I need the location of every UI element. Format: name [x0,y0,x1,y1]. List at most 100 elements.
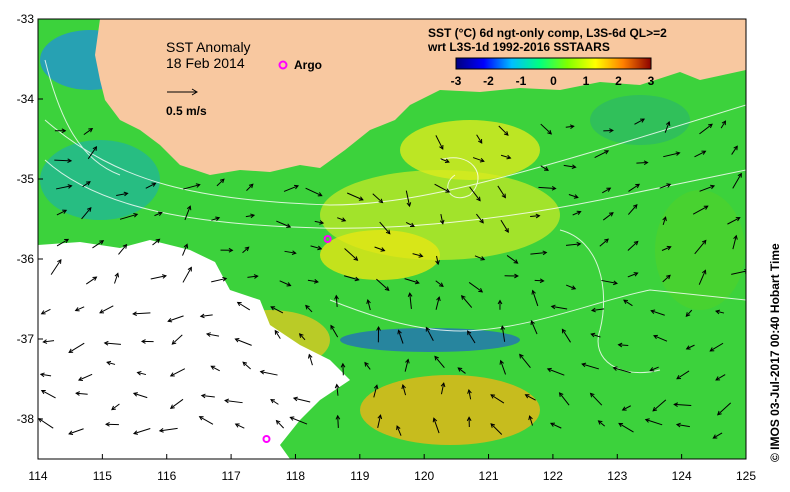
velocity-arrow [662,216,667,226]
velocity-arrow [540,123,553,135]
velocity-arrow [40,389,56,399]
velocity-arrow [636,160,649,166]
y-axis: -33 -34 -35 -36 -37 -38 [17,12,43,426]
velocity-arrow [565,124,575,130]
velocity-arrow [716,402,732,416]
velocity-arrow [618,422,634,433]
velocity-arrow [498,125,509,136]
velocity-arrow [617,342,629,348]
velocity-arrow [405,190,412,208]
velocity-arrow [270,398,279,405]
y-tick-label: -38 [17,412,35,426]
velocity-arrow [653,334,668,342]
velocity-arrow [216,178,225,187]
velocity-arrow [457,367,466,374]
velocity-arrow [344,275,360,282]
velocity-arrow [154,211,163,217]
velocity-arrow [634,118,646,125]
velocity-arrow [405,221,415,228]
velocity-arrow [476,134,483,144]
velocity-arrow [530,213,541,219]
velocity-arrow [694,150,707,158]
velocity-arrow [152,238,161,246]
velocity-arrow [530,320,538,335]
velocity-arrow [279,280,292,287]
velocity-arrow [200,393,215,399]
velocity-arrow [530,250,548,256]
velocity-arrow [105,421,119,427]
velocity-arrow [709,342,724,352]
velocity-arrow [346,192,364,201]
velocity-arrow [54,158,73,164]
velocity-arrow [663,151,681,158]
velocity-scale: 0.5 m/s [166,88,207,118]
credit-text: © IMOS 03-Jul-2017 00:40 Hobart Time [768,243,782,462]
velocity-arrow [372,193,384,204]
velocity-arrow [715,374,726,381]
velocity-arrow [685,344,695,350]
velocity-arrow [565,284,577,290]
colorbar-tick-label: -2 [483,74,494,88]
velocity-arrow [275,419,285,429]
x-axis: 114 115 116 117 118 119 120 121 122 123 124 125 [28,454,756,483]
velocity-arrow [602,212,614,221]
no-data-region [38,245,175,459]
colorbar-tick-label: 1 [583,74,590,88]
velocity-arrow [140,339,154,344]
velocity-arrows [38,118,746,439]
x-tick-label: 117 [222,469,241,483]
argo-float-marker [323,235,332,243]
x-tick-label: 116 [157,469,176,483]
velocity-arrow [210,365,220,372]
velocity-arrow [182,266,192,283]
velocity-arrow [56,238,70,247]
velocity-arrow [136,370,147,376]
velocity-arrow [274,329,281,339]
velocity-arrow [468,282,484,293]
velocity-arrow [476,213,484,224]
x-tick-label: 122 [543,469,563,483]
argo-legend-icon [278,60,288,70]
velocity-arrow [182,243,189,256]
velocity-arrow [524,394,536,401]
velocity-arrow [242,246,250,254]
velocity-arrow [247,274,259,279]
velocity-arrow [289,416,308,425]
velocity-arrow [310,245,323,251]
colorbar-gradient [455,57,652,70]
velocity-arrow [245,213,256,219]
velocity-arrow [590,332,601,338]
velocity-arrow [334,383,340,396]
velocity-arrow [432,417,440,434]
velocity-arrow [183,183,201,190]
velocity-arrow [82,181,91,188]
velocity-arrow [685,309,693,317]
velocity-arrow [460,294,473,308]
velocity-arrow [54,128,67,134]
velocity-arrow [211,276,228,283]
velocity-arrow [425,326,434,341]
velocity-arrow [234,338,252,346]
velocity-arrow [270,306,284,314]
velocity-arrow [699,184,716,192]
velocity-arrow [259,369,278,376]
velocity-arrow [103,340,121,346]
velocity-arrow [314,220,325,225]
x-tick-label: 119 [350,469,369,483]
velocity-arrow [612,366,631,374]
velocity-arrow [292,396,311,403]
velocity-arrow [224,398,243,404]
velocity-arrow [169,368,186,377]
x-tick-label: 121 [479,469,499,483]
velocity-arrow [694,239,707,255]
velocity-arrow [68,428,84,435]
velocity-arrow [720,120,727,129]
x-tick-label: 123 [607,469,627,483]
velocity-arrow [440,382,446,395]
velocity-arrow [676,370,690,380]
colorbar: -3 -2 -1 0 1 2 3 [451,57,655,88]
velocity-arrow [39,372,52,378]
velocity-arrow [132,428,151,435]
velocity-arrow [276,220,292,228]
